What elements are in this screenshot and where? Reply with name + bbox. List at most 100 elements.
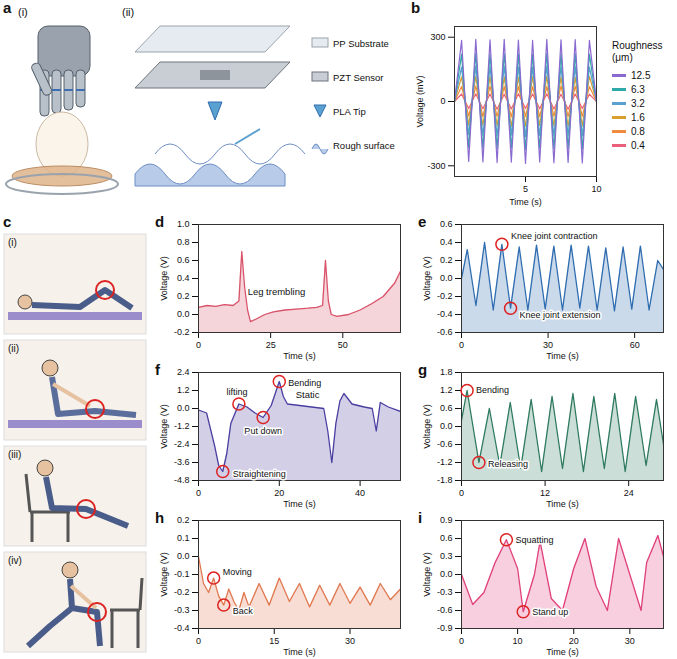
svg-text:(ii): (ii) bbox=[122, 6, 134, 18]
svg-text:0.6: 0.6 bbox=[440, 403, 453, 413]
svg-text:Voltage (V): Voltage (V) bbox=[159, 256, 169, 301]
svg-text:0: 0 bbox=[196, 488, 201, 498]
svg-text:Static: Static bbox=[296, 389, 320, 400]
svg-text:40: 40 bbox=[355, 488, 365, 498]
svg-text:30: 30 bbox=[625, 636, 635, 646]
svg-text:-0.4: -0.4 bbox=[437, 309, 453, 319]
svg-text:Squatting: Squatting bbox=[515, 535, 553, 545]
svg-text:0.4: 0.4 bbox=[177, 273, 190, 283]
svg-text:25: 25 bbox=[266, 340, 276, 350]
svg-text:0.3: 0.3 bbox=[440, 551, 453, 561]
svg-text:Voltage (V): Voltage (V) bbox=[159, 404, 169, 449]
svg-text:0.6: 0.6 bbox=[177, 255, 190, 265]
svg-text:5: 5 bbox=[523, 184, 528, 194]
svg-text:Voltage (mV): Voltage (mV) bbox=[415, 75, 425, 127]
svg-text:0.9: 0.9 bbox=[440, 515, 453, 525]
svg-text:30: 30 bbox=[345, 636, 355, 646]
svg-text:-1.2: -1.2 bbox=[437, 457, 453, 467]
svg-text:0.6: 0.6 bbox=[440, 533, 453, 543]
svg-text:lifting: lifting bbox=[226, 387, 247, 397]
svg-text:Time (s): Time (s) bbox=[546, 499, 579, 509]
svg-text:-0.4: -0.4 bbox=[174, 623, 190, 633]
svg-text:-0.2: -0.2 bbox=[174, 587, 190, 597]
svg-text:PP Substrate: PP Substrate bbox=[333, 38, 389, 49]
svg-text:1.2: 1.2 bbox=[440, 385, 453, 395]
svg-text:Time (s): Time (s) bbox=[546, 647, 579, 657]
svg-text:(iv): (iv) bbox=[8, 555, 22, 566]
svg-text:Back: Back bbox=[233, 606, 254, 616]
svg-text:0: 0 bbox=[440, 96, 445, 106]
svg-text:0.2: 0.2 bbox=[177, 291, 190, 301]
svg-text:1.0: 1.0 bbox=[177, 219, 190, 229]
svg-text:Voltage (V): Voltage (V) bbox=[422, 256, 432, 301]
svg-text:0: 0 bbox=[196, 340, 201, 350]
svg-text:Time (s): Time (s) bbox=[283, 647, 316, 657]
svg-text:0: 0 bbox=[459, 488, 464, 498]
svg-text:20: 20 bbox=[274, 488, 284, 498]
svg-text:Moving: Moving bbox=[223, 567, 252, 577]
svg-text:Rough surface: Rough surface bbox=[333, 140, 395, 151]
svg-text:0.4: 0.4 bbox=[440, 237, 453, 247]
svg-text:10: 10 bbox=[513, 636, 523, 646]
svg-text:-0.2: -0.2 bbox=[174, 327, 190, 337]
svg-text:24: 24 bbox=[624, 488, 634, 498]
svg-text:-0.1: -0.1 bbox=[174, 569, 190, 579]
svg-text:Bending: Bending bbox=[476, 385, 509, 395]
svg-text:Time (s): Time (s) bbox=[283, 351, 316, 361]
svg-text:1.2: 1.2 bbox=[177, 385, 190, 395]
svg-text:15: 15 bbox=[269, 636, 279, 646]
svg-text:30: 30 bbox=[543, 340, 553, 350]
svg-text:Time (s): Time (s) bbox=[509, 197, 542, 207]
svg-text:Voltage (V): Voltage (V) bbox=[422, 552, 432, 597]
svg-text:-0.9: -0.9 bbox=[437, 623, 453, 633]
svg-text:0.1: 0.1 bbox=[177, 533, 190, 543]
svg-text:-1.8: -1.8 bbox=[437, 475, 453, 485]
svg-text:0.2: 0.2 bbox=[177, 515, 190, 525]
svg-text:-2.4: -2.4 bbox=[174, 439, 190, 449]
svg-text:Put down: Put down bbox=[244, 426, 282, 436]
svg-text:(i): (i) bbox=[18, 6, 28, 18]
svg-text:0: 0 bbox=[459, 340, 464, 350]
svg-text:Releasing: Releasing bbox=[488, 459, 528, 469]
svg-text:50: 50 bbox=[338, 340, 348, 350]
svg-text:0.0: 0.0 bbox=[177, 551, 190, 561]
svg-text:0.0: 0.0 bbox=[177, 403, 190, 413]
svg-text:Leg trembling: Leg trembling bbox=[248, 286, 306, 297]
svg-text:0.0: 0.0 bbox=[177, 309, 190, 319]
svg-text:Time (s): Time (s) bbox=[283, 499, 316, 509]
svg-text:Knee joint contraction: Knee joint contraction bbox=[511, 231, 598, 241]
svg-text:20: 20 bbox=[569, 636, 579, 646]
svg-text:-0.3: -0.3 bbox=[437, 587, 453, 597]
svg-text:12: 12 bbox=[540, 488, 550, 498]
svg-text:0.0: 0.0 bbox=[440, 273, 453, 283]
svg-text:Stand up: Stand up bbox=[532, 607, 568, 617]
svg-text:PZT Sensor: PZT Sensor bbox=[333, 72, 384, 83]
svg-text:-4.8: -4.8 bbox=[174, 475, 190, 485]
svg-text:Time (s): Time (s) bbox=[546, 351, 579, 361]
svg-text:PLA Tip: PLA Tip bbox=[333, 106, 366, 117]
svg-text:10: 10 bbox=[591, 184, 601, 194]
svg-text:Bending: Bending bbox=[288, 378, 321, 388]
svg-text:Voltage (V): Voltage (V) bbox=[159, 552, 169, 597]
svg-text:(iii): (iii) bbox=[8, 449, 21, 460]
svg-text:300: 300 bbox=[430, 32, 445, 42]
svg-text:-3.6: -3.6 bbox=[174, 457, 190, 467]
svg-text:-300: -300 bbox=[427, 161, 445, 171]
svg-text:0: 0 bbox=[459, 636, 464, 646]
svg-text:(ii): (ii) bbox=[8, 343, 19, 354]
svg-text:Knee joint extension: Knee joint extension bbox=[520, 310, 601, 320]
svg-text:0: 0 bbox=[196, 636, 201, 646]
svg-text:-0.6: -0.6 bbox=[437, 605, 453, 615]
svg-text:0.2: 0.2 bbox=[440, 255, 453, 265]
svg-text:0.6: 0.6 bbox=[440, 219, 453, 229]
svg-text:0.0: 0.0 bbox=[440, 569, 453, 579]
svg-text:-0.6: -0.6 bbox=[437, 327, 453, 337]
svg-text:0.8: 0.8 bbox=[177, 237, 190, 247]
svg-text:0.0: 0.0 bbox=[440, 421, 453, 431]
svg-text:1.8: 1.8 bbox=[440, 367, 453, 377]
svg-text:-1.2: -1.2 bbox=[174, 421, 190, 431]
svg-text:-0.3: -0.3 bbox=[174, 605, 190, 615]
svg-text:(i): (i) bbox=[8, 237, 17, 248]
svg-text:-0.2: -0.2 bbox=[437, 291, 453, 301]
svg-text:Straightening: Straightening bbox=[233, 469, 286, 479]
